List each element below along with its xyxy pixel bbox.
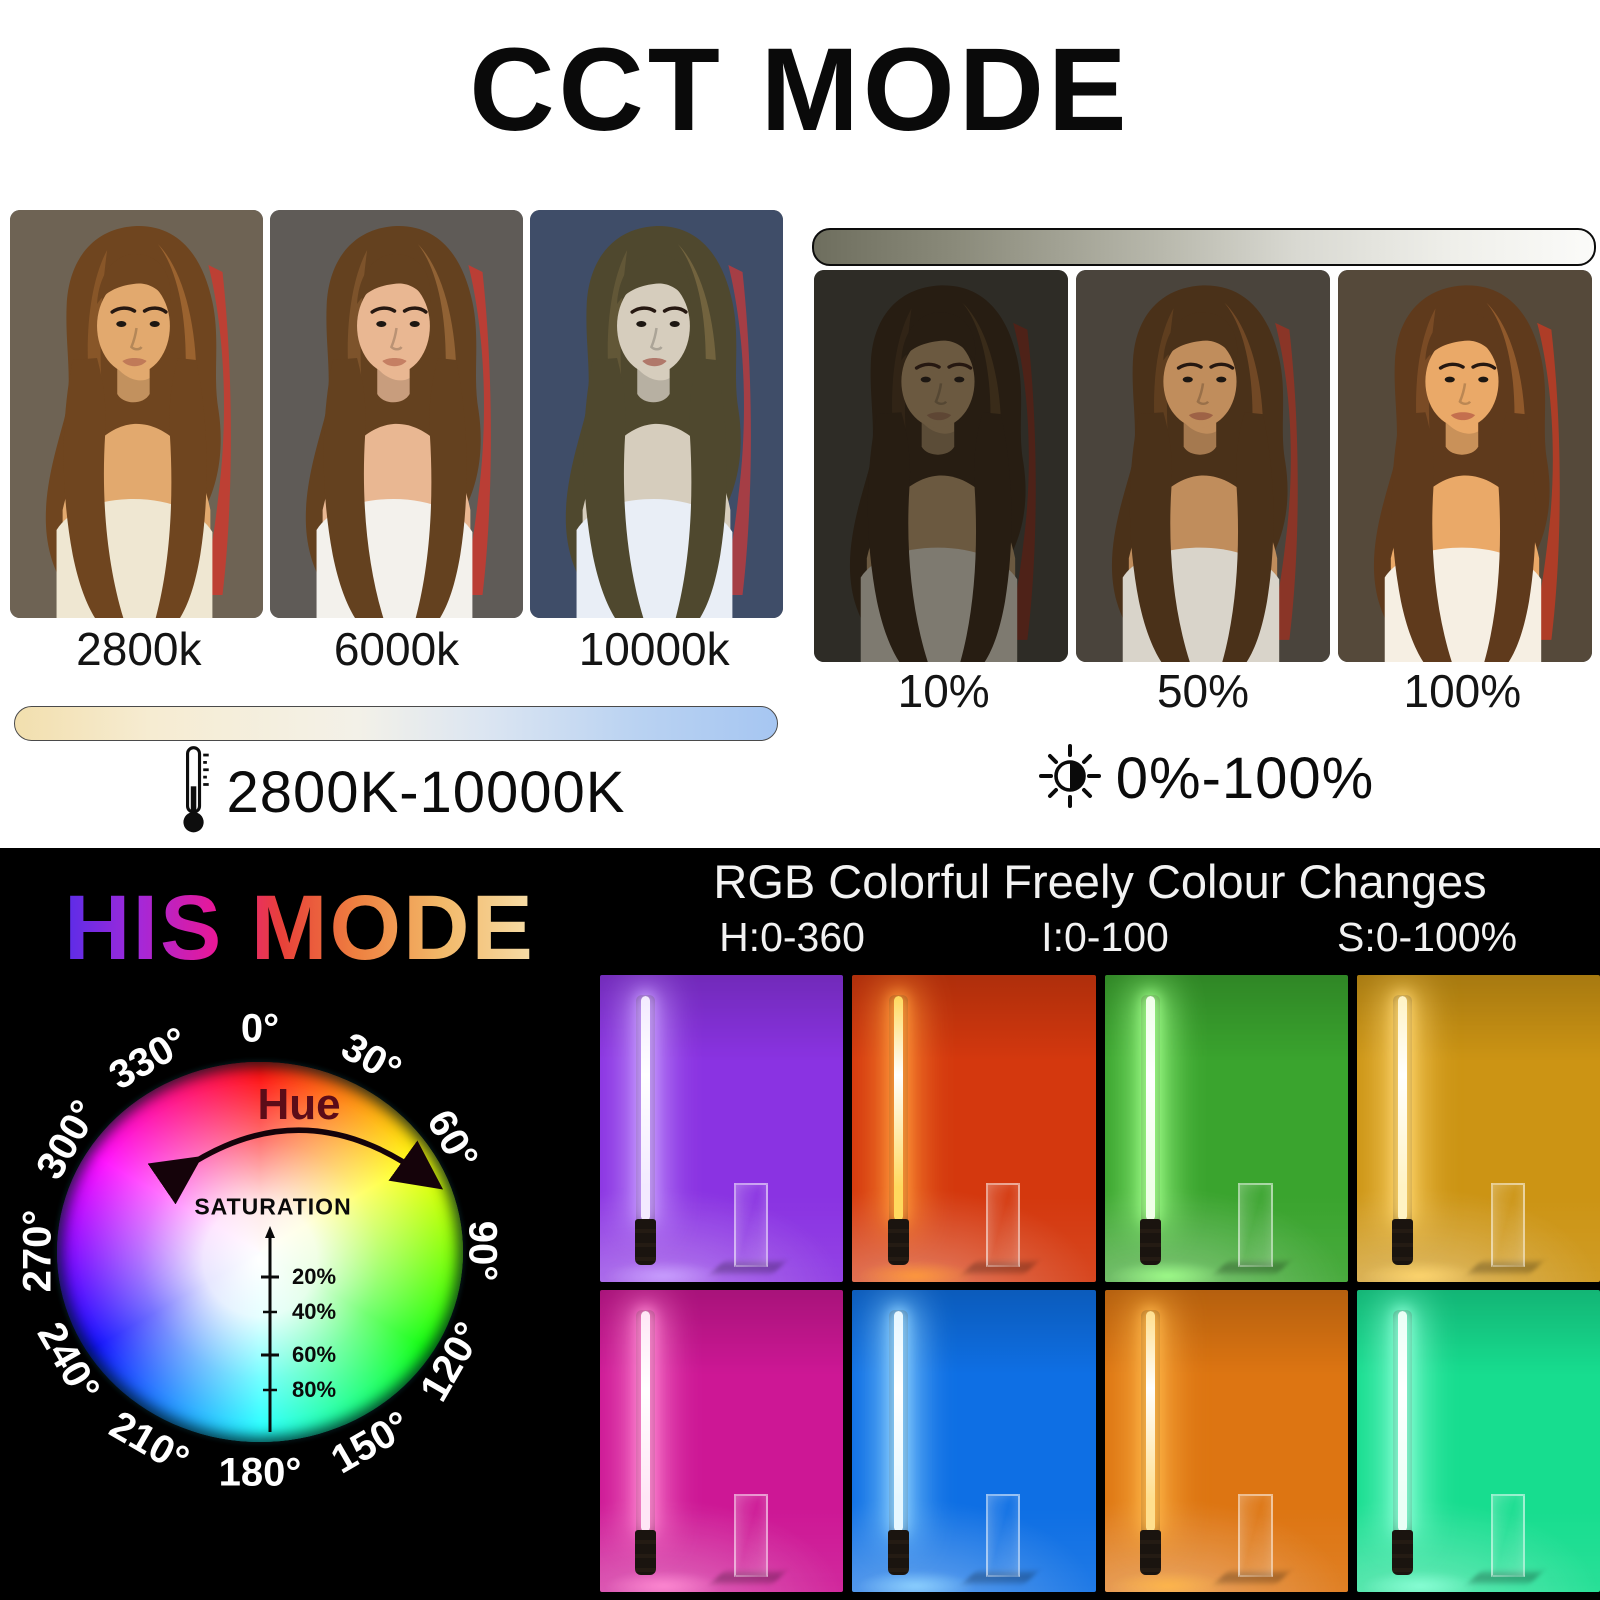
temperature-photo-group <box>10 210 783 618</box>
light-wand-tube <box>641 1311 651 1532</box>
rgb-tile-grid <box>600 975 1600 1592</box>
cct-mode-title: CCT MODE <box>469 24 1131 156</box>
brightness-gradient-bar <box>812 228 1596 266</box>
acrylic-block <box>1238 1494 1273 1577</box>
light-wand-handle <box>1392 1219 1414 1266</box>
saturation-tick-label: 20% <box>292 1264 337 1289</box>
light-wand-handle <box>635 1530 657 1576</box>
hue-label: Hue <box>257 1080 341 1129</box>
photo-label: 100% <box>1403 665 1522 717</box>
his-mode-title: HIS MODE <box>64 877 535 979</box>
photo-label: 6000k <box>333 623 460 675</box>
light-tile-orange <box>1104 1290 1348 1592</box>
brightness-photo-group <box>814 270 1592 662</box>
light-wand-handle <box>887 1530 909 1576</box>
light-tile-blue <box>852 1290 1096 1592</box>
range-label-s: S:0-100% <box>1336 914 1518 960</box>
model-photo-100% <box>1338 270 1592 662</box>
floor-glow <box>857 1260 974 1282</box>
floor-glow <box>1109 1260 1227 1282</box>
brightness-icon <box>1038 744 1102 813</box>
light-wand-tube <box>1145 1311 1155 1532</box>
saturation-tick-label: 60% <box>292 1342 337 1367</box>
portrait-photo <box>270 210 523 618</box>
light-tile-purple <box>600 975 844 1282</box>
floor-glow <box>604 1260 722 1282</box>
light-wand-tube <box>1145 996 1155 1221</box>
hue-angle-label-180: 180° <box>218 1450 302 1495</box>
floor-glow <box>857 1570 974 1592</box>
light-wand-tube <box>893 1311 903 1532</box>
color-wheel <box>57 1062 463 1442</box>
saturation-label: SATURATION <box>194 1193 352 1220</box>
his-mode-section: HIS MODE RGB Colorful Freely Colour Chan… <box>0 848 1600 1600</box>
floor-glow <box>1109 1570 1227 1592</box>
brightness-caption: 0%-100% <box>812 744 1600 813</box>
floor-glow <box>1361 1570 1479 1592</box>
temperature-label-row: 2800k 6000k 10000k <box>10 622 783 676</box>
brightness-label-row: 10% 50% 100% <box>814 664 1592 718</box>
wheel-annotations <box>147 1127 444 1432</box>
hue-arc-arrow <box>147 1127 444 1205</box>
temperature-range-label: 2800K-10000K <box>226 760 626 825</box>
light-tile-mint <box>1356 1290 1600 1592</box>
acrylic-block <box>733 1494 769 1577</box>
temperature-gradient-bar <box>14 706 778 741</box>
portrait-photo <box>10 210 263 618</box>
portrait-photo <box>1076 270 1330 662</box>
portrait-photo <box>814 270 1068 662</box>
portrait-photo <box>1338 270 1592 662</box>
hue-angle-label-0: 0° <box>240 1006 280 1051</box>
acrylic-block <box>986 1182 1021 1267</box>
acrylic-block <box>1490 1182 1525 1267</box>
light-wand-tube <box>893 996 903 1221</box>
model-photo-50% <box>1076 270 1330 662</box>
light-wand-tube <box>641 996 651 1221</box>
light-tile-amber <box>1356 975 1600 1282</box>
photo-label: 10000k <box>578 623 730 675</box>
acrylic-block <box>733 1182 769 1267</box>
photo-label: 50% <box>1156 665 1250 717</box>
light-tile-green <box>1104 975 1348 1282</box>
light-tile-magenta <box>600 1290 844 1592</box>
portrait-photo <box>530 210 783 618</box>
range-label-i: I:0-100 <box>1041 914 1169 960</box>
temperature-caption: 2800K-10000K <box>0 744 800 841</box>
light-wand-handle <box>635 1219 657 1266</box>
model-photo-10000k <box>530 210 783 618</box>
brightness-range-label: 0%-100% <box>1115 746 1375 811</box>
light-wand-handle <box>1392 1530 1414 1576</box>
light-wand-tube <box>1398 1311 1408 1532</box>
light-wand-handle <box>887 1219 909 1266</box>
range-label-h: H:0-360 <box>719 914 865 960</box>
acrylic-block <box>986 1494 1021 1577</box>
model-photo-10% <box>814 270 1068 662</box>
hue-saturation-wheel: Hue SATURATION 0° 30° 60° 90° 120° 150° 180° 21… <box>0 1007 540 1500</box>
hue-angle-label-90: 90° <box>460 1220 505 1282</box>
saturation-tick-label: 40% <box>292 1299 337 1324</box>
floor-glow <box>604 1570 722 1592</box>
rgb-heading: RGB Colorful Freely Colour Changes <box>713 855 1487 908</box>
saturation-tick-label: 80% <box>292 1377 337 1402</box>
model-photo-6000k <box>270 210 523 618</box>
acrylic-block <box>1238 1182 1273 1267</box>
floor-glow <box>1361 1260 1479 1282</box>
acrylic-block <box>1490 1494 1525 1577</box>
hue-angle-label-270: 270° <box>15 1209 60 1293</box>
light-wand-handle <box>1139 1219 1161 1266</box>
light-tile-red-orange <box>852 975 1096 1282</box>
model-photo-2800k <box>10 210 263 618</box>
photo-label: 2800k <box>76 623 202 675</box>
thermometer-icon <box>175 744 213 841</box>
photo-label: 10% <box>897 665 990 717</box>
light-wand-tube <box>1398 996 1408 1221</box>
light-wand-handle <box>1139 1530 1161 1576</box>
